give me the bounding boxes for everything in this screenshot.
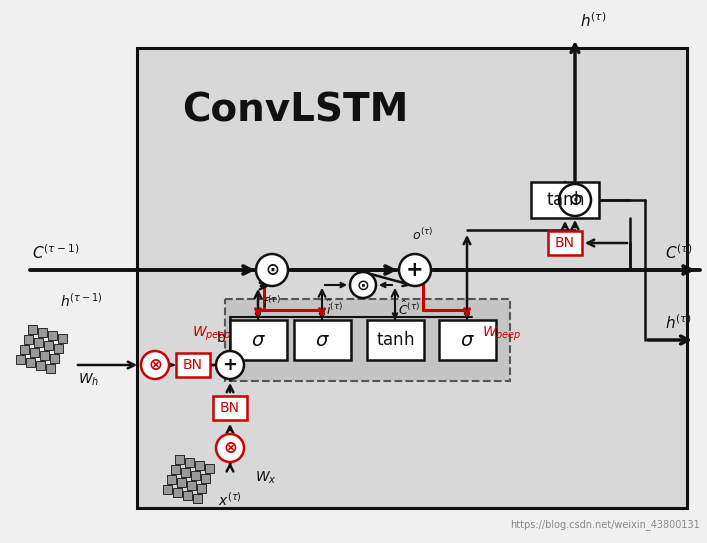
- Text: $\sigma$: $\sigma$: [250, 331, 265, 350]
- Bar: [201, 474, 210, 483]
- Bar: [176, 353, 210, 377]
- Bar: [183, 491, 192, 500]
- Bar: [197, 484, 206, 493]
- Bar: [46, 364, 55, 373]
- Text: https://blog.csdn.net/weixin_43800131: https://blog.csdn.net/weixin_43800131: [510, 519, 700, 530]
- Bar: [181, 468, 190, 477]
- Circle shape: [216, 434, 244, 462]
- Text: $\hat{C}^{(\tau)}$: $\hat{C}^{(\tau)}$: [398, 300, 420, 318]
- Text: $\sigma$: $\sigma$: [315, 331, 329, 350]
- Text: ⊙: ⊙: [265, 261, 279, 279]
- Bar: [366, 320, 423, 360]
- Text: ⊙: ⊙: [356, 277, 369, 293]
- Bar: [195, 461, 204, 470]
- Text: $f^{(\tau)}$: $f^{(\tau)}$: [262, 295, 281, 311]
- Text: $C^{(\tau)}$: $C^{(\tau)}$: [665, 243, 693, 262]
- Bar: [24, 335, 33, 344]
- Text: $W_{peep}$: $W_{peep}$: [482, 325, 522, 343]
- Bar: [167, 475, 176, 484]
- Bar: [230, 320, 286, 360]
- Circle shape: [256, 254, 288, 286]
- Text: $C^{(\tau-1)}$: $C^{(\tau-1)}$: [32, 243, 80, 262]
- Bar: [36, 361, 45, 370]
- Bar: [293, 320, 351, 360]
- Circle shape: [216, 351, 244, 379]
- Circle shape: [399, 254, 431, 286]
- Text: $W_x$: $W_x$: [255, 470, 276, 486]
- Text: ⊙: ⊙: [568, 191, 582, 209]
- Circle shape: [559, 184, 591, 216]
- Circle shape: [141, 351, 169, 379]
- Bar: [225, 299, 510, 381]
- Text: $W_h$: $W_h$: [78, 372, 99, 388]
- Text: $h^{(\tau)}$: $h^{(\tau)}$: [580, 11, 607, 30]
- Bar: [193, 494, 202, 503]
- Bar: [50, 354, 59, 363]
- Bar: [48, 331, 57, 340]
- Bar: [531, 182, 599, 218]
- Bar: [205, 464, 214, 473]
- Bar: [44, 341, 53, 350]
- Bar: [187, 481, 196, 490]
- Bar: [175, 455, 184, 464]
- Text: BN: BN: [183, 358, 203, 372]
- Bar: [548, 231, 582, 255]
- Bar: [171, 465, 180, 474]
- Bar: [26, 358, 35, 367]
- Bar: [30, 348, 39, 357]
- Bar: [34, 338, 43, 347]
- Bar: [20, 345, 29, 354]
- Text: $x^{(\tau)}$: $x^{(\tau)}$: [218, 491, 242, 509]
- Bar: [38, 328, 47, 337]
- Bar: [177, 478, 186, 487]
- Bar: [185, 458, 194, 467]
- Text: $h^{(\tau)}$: $h^{(\tau)}$: [665, 313, 691, 332]
- Bar: [40, 351, 49, 360]
- Text: BN: BN: [220, 401, 240, 415]
- Text: $W_{peep}$: $W_{peep}$: [192, 325, 232, 343]
- Text: ConvLSTM: ConvLSTM: [182, 91, 408, 129]
- Bar: [213, 396, 247, 420]
- Text: $\tanh$: $\tanh$: [376, 331, 414, 349]
- Text: ⊗: ⊗: [148, 356, 162, 374]
- Bar: [173, 488, 182, 497]
- Bar: [54, 344, 63, 353]
- Text: b: b: [217, 331, 226, 345]
- Bar: [58, 334, 67, 343]
- Text: $o^{(\tau)}$: $o^{(\tau)}$: [412, 227, 433, 243]
- Text: $\tanh$: $\tanh$: [546, 191, 584, 209]
- Bar: [16, 355, 25, 364]
- Text: +: +: [223, 356, 238, 374]
- Text: BN: BN: [555, 236, 575, 250]
- Text: ⊗: ⊗: [223, 439, 237, 457]
- Circle shape: [350, 272, 376, 298]
- Bar: [28, 325, 37, 334]
- Bar: [163, 485, 172, 494]
- Bar: [438, 320, 496, 360]
- Text: $\sigma$: $\sigma$: [460, 331, 474, 350]
- Text: $h^{(\tau-1)}$: $h^{(\tau-1)}$: [60, 292, 103, 310]
- Text: +: +: [407, 260, 423, 280]
- Bar: [137, 48, 687, 508]
- Text: $\hat{i}^{(\tau)}$: $\hat{i}^{(\tau)}$: [326, 299, 343, 318]
- Bar: [191, 471, 200, 480]
